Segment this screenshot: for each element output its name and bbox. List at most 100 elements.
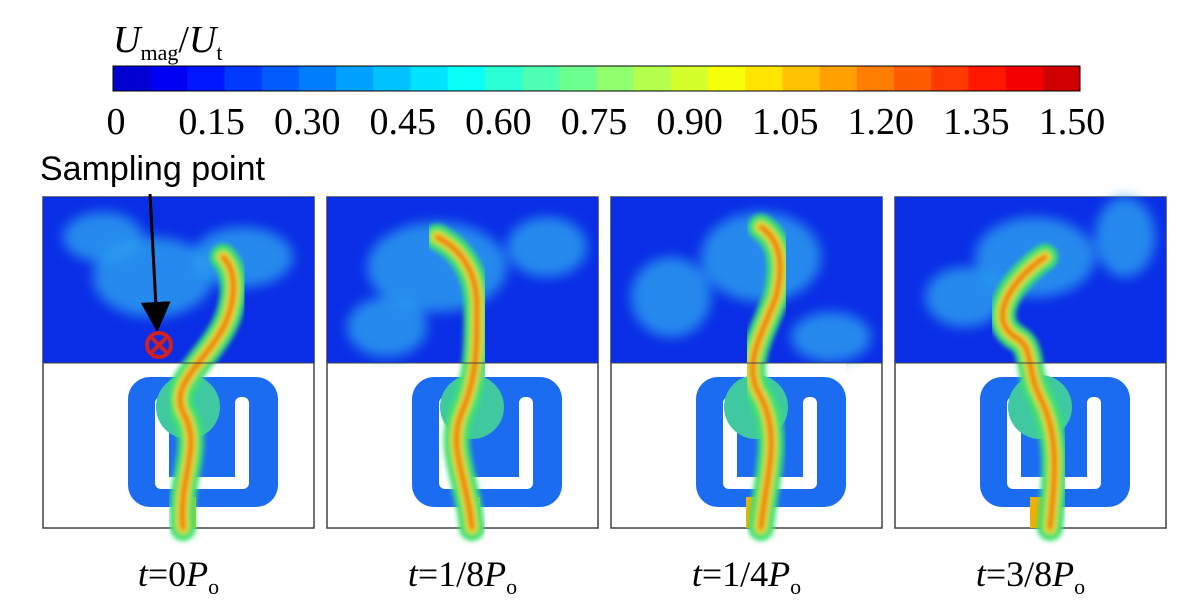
jet-core [750,224,783,531]
device-slot [696,363,846,377]
colorbar-segment [670,66,709,91]
label-value: =0 [148,554,186,594]
panel-label: t=3/8Po [976,554,1085,599]
marker-cross [149,335,169,355]
jet [167,244,247,541]
colorbar-segment [298,66,337,91]
colorbar-tick-label: 1.20 [848,101,915,143]
label-unit-sub: o [506,574,517,599]
colorbar-segment [559,66,597,91]
panel-label: t=1/8Po [408,554,517,599]
panel [42,196,315,541]
colorbar-segment [484,66,523,91]
jet [989,244,1068,541]
colorbar-ticks: 0 0.15 0.30 0.45 0.60 0.75 0.90 1.05 1.20 1.35 1.5… [107,101,1106,143]
colorbar-segment [968,66,1007,91]
flow-blob [631,257,711,337]
title-slash: / [178,19,189,61]
flow-blob [507,217,587,277]
device [412,363,562,528]
title-symbol: U [113,19,143,61]
colorbar-segment [633,66,672,91]
panel [894,196,1167,541]
colorbar-segment [931,66,969,91]
sampling-marker [140,193,173,359]
label-var: t [408,554,419,594]
colorbar [112,65,1081,92]
colorbar-segment [856,66,895,91]
colorbar-segment [261,66,300,91]
colorbar-segment [410,66,449,91]
panel-label: t=0Po [138,554,219,599]
colorbar-tick-label: 0.15 [178,101,245,143]
jet-core [1000,254,1057,531]
label-unit: P [483,554,506,594]
label-var: t [976,554,987,594]
flow-blob [791,312,871,362]
label-value: =3/8 [986,554,1052,594]
device-hole [803,397,817,487]
colorbar-segment [708,66,746,91]
arrow [140,193,171,332]
flow-blob [1095,197,1155,277]
label-unit: P [185,554,208,594]
panel-label: t=1/4Po [692,554,801,599]
label-var: t [692,554,703,594]
colorbar-segment [113,66,151,91]
panels: t=0Po t=1/8Po t=1/4Po t=3/8Po [42,196,1167,599]
jet [739,214,793,541]
colorbar-segment [224,66,263,91]
colorbar-segment [1005,66,1044,91]
annotation: Sampling point [40,150,265,188]
title-denominator: U [189,19,219,61]
label-var: t [138,554,149,594]
colorbar-tick-label: 0.45 [370,101,437,143]
colorbar-tick-label: 0.75 [561,101,628,143]
colorbar-segment [894,66,932,91]
device-hole [519,397,533,487]
colorbar-tick-label: 0.30 [274,101,341,143]
label-unit: P [1051,554,1074,594]
flow-blob [63,212,143,262]
marker-circle [145,331,173,359]
title-denominator-sub: t [216,40,222,65]
flow-blob [347,297,427,357]
colorbar-segment [1042,66,1081,91]
colorbar-title: Umag/Ut [113,19,222,65]
jet-core [177,254,236,531]
colorbar-segment [187,66,226,91]
colorbar-tick-label: 1.50 [1039,101,1106,143]
label-unit: P [767,554,790,594]
flow-blob [925,267,1005,327]
colorbar-segment [150,66,188,91]
colorbar-tick-label: 0 [107,101,126,143]
colorbar-segment [745,66,783,91]
colorbar-segment [447,66,486,91]
colorbar-frame [112,65,1081,92]
panel [326,196,599,541]
panel [610,196,883,541]
colorbar-tick-label: 1.05 [752,101,819,143]
jet-core [434,234,480,531]
device-hole [155,477,249,489]
device-hole [1087,397,1101,487]
device-slot [980,363,1130,377]
colorbar-segment [782,66,821,91]
label-unit-sub: o [1074,574,1085,599]
colorbar-segment [819,66,858,91]
label-value: =1/4 [702,554,768,594]
label-unit-sub: o [208,574,219,599]
colorbar-segment [373,66,412,91]
label-unit-sub: o [790,574,801,599]
colorbar-segment [336,66,374,91]
colorbar-segment [522,66,560,91]
title-sub: mag [140,40,178,65]
colorbar-tick-label: 1.35 [943,101,1010,143]
colorbar-tick-label: 0.90 [656,101,723,143]
colorbar-tick-label: 0.60 [465,101,532,143]
jet [424,224,491,541]
label-value: =1/8 [418,554,484,594]
device-hole [235,397,249,487]
colorbar-segment [596,66,635,91]
